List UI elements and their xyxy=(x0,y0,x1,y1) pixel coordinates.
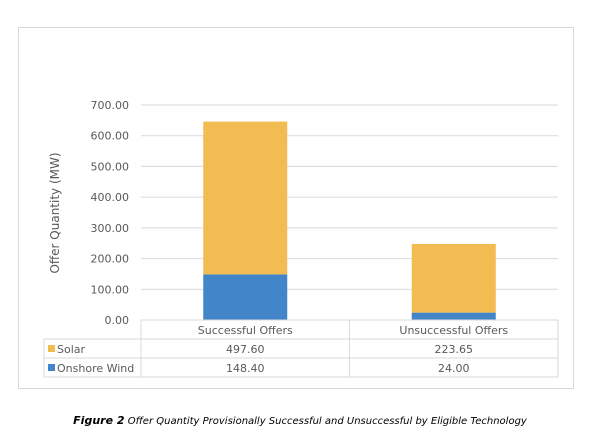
y-tick-label: 200.00 xyxy=(91,253,130,266)
legend-swatch xyxy=(48,364,55,371)
data-label: 497.60 xyxy=(226,343,265,356)
chart-area xyxy=(18,27,574,389)
y-tick-label: 300.00 xyxy=(91,222,130,235)
data-label: 223.65 xyxy=(435,343,474,356)
bar-solar xyxy=(411,243,496,313)
bar-onshore-wind xyxy=(411,312,496,320)
legend-label: Onshore Wind xyxy=(57,362,134,375)
y-tick-label: 500.00 xyxy=(91,160,130,173)
y-tick-label: 600.00 xyxy=(91,130,130,143)
stacked-bar-chart: 0.00 100.00 200.00 300.00 400.00 500.00 600.00… xyxy=(43,99,559,378)
y-tick-label: 0.00 xyxy=(105,314,130,327)
figure-caption: Figure 2 Offer Quantity Provisionally Su… xyxy=(0,414,600,427)
y-tick-label: 700.00 xyxy=(91,99,130,112)
y-axis-label: Offer Quantity (MW) xyxy=(48,152,62,273)
data-label: 148.40 xyxy=(226,362,265,375)
y-axis-ticks: 0.00 100.00 200.00 300.00 400.00 500.00 600.00… xyxy=(91,99,130,327)
data-label: 24.00 xyxy=(438,362,470,375)
caption-text: Offer Quantity Provisionally Successful … xyxy=(127,416,527,427)
y-tick-label: 100.00 xyxy=(91,283,130,296)
bar-onshore-wind xyxy=(203,274,288,320)
category-label: Unsuccessful Offers xyxy=(399,324,508,337)
figure-label: Figure 2 xyxy=(73,414,125,427)
bar-solar xyxy=(203,121,288,275)
data-table: Successful Offers Unsuccessful Offers Sola… xyxy=(43,319,559,378)
y-tick-label: 400.00 xyxy=(91,191,130,204)
legend-label: Solar xyxy=(57,343,86,356)
legend-swatch xyxy=(48,345,55,352)
category-label: Successful Offers xyxy=(198,324,293,337)
bars xyxy=(203,121,496,320)
